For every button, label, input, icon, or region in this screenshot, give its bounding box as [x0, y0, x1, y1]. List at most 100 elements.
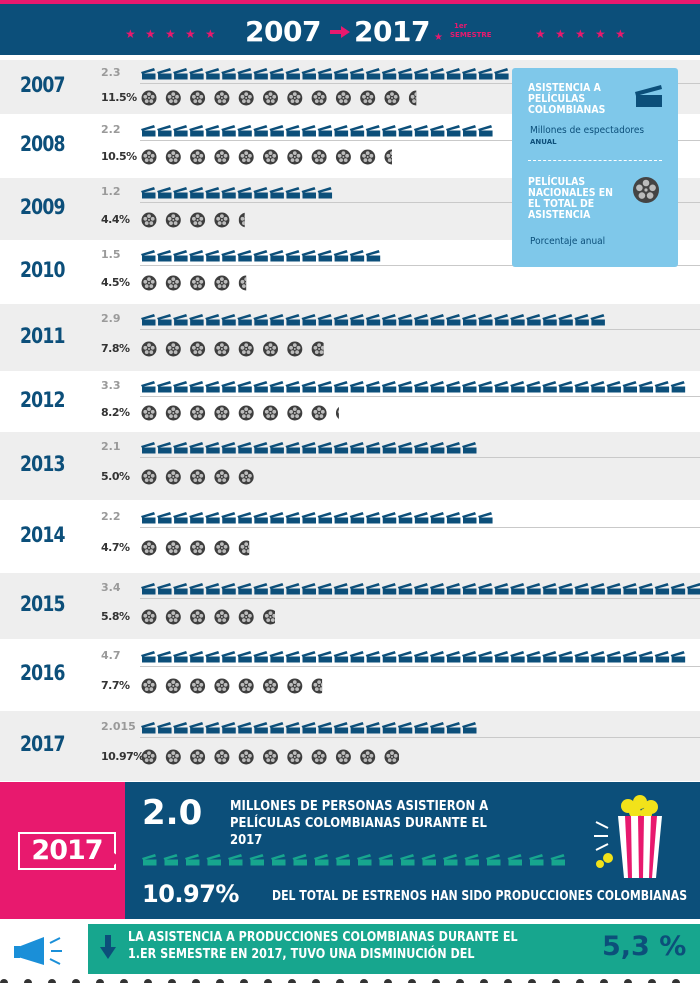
clapperboard-icon [397, 381, 413, 393]
film-reel-icon [384, 749, 400, 765]
row-divider-line [140, 598, 700, 599]
clapperboard-icon [349, 512, 365, 524]
arrow-right-icon [330, 26, 350, 38]
summary-big-value: 2.0 [142, 793, 203, 833]
clapperboard-icon [686, 583, 700, 595]
clapperboard-icon [157, 442, 172, 454]
clapperboard-icon [462, 651, 477, 663]
star-icon: ★ [555, 27, 566, 41]
clapperboard-icon [205, 381, 220, 393]
star-icon: ★ [434, 32, 443, 43]
clapperboard-icon [285, 381, 300, 393]
clapperboard-icon [189, 651, 204, 663]
clapperboard-icon [429, 314, 445, 326]
film-reel-icon [214, 678, 230, 694]
clapperboard-icon [670, 583, 686, 595]
clapperboard-icon [413, 512, 429, 524]
footer-text: LA ASISTENCIA A PRODUCCIONES COLOMBIANAS… [128, 930, 518, 962]
clapperboard-icon [445, 381, 461, 393]
film-reel-icon [360, 90, 376, 106]
attendance-bar [141, 442, 477, 454]
clapperboard-icon [381, 442, 397, 454]
clapperboard-icon [269, 651, 284, 663]
year-label: 2008 [20, 132, 65, 156]
clapperboard-icon [638, 381, 654, 393]
clapperboard-icon [173, 381, 188, 393]
film-reel-icon [141, 469, 157, 485]
clapperboard-icon [378, 854, 393, 866]
share-value-label: 4.5% [101, 276, 130, 289]
star-icon: ★ [615, 27, 626, 41]
film-reel-icon [263, 90, 278, 106]
film-reel-icon [263, 405, 278, 421]
clapperboard-icon [590, 381, 605, 393]
clapperboard-icon [365, 125, 381, 137]
clapperboard-icon [269, 187, 284, 199]
clapperboard-icon [206, 854, 221, 866]
top-accent-line [0, 0, 700, 4]
clapperboard-icon [397, 583, 413, 595]
megaphone-icon [14, 937, 62, 965]
legend-attendance-sub2: ANUAL [530, 138, 557, 146]
film-reel-icon [263, 678, 278, 694]
clapperboard-icon [173, 125, 188, 137]
attendance-bar [141, 381, 686, 393]
clapperboard-icon [237, 125, 252, 137]
clapperboard-icon [349, 250, 365, 262]
clapperboard-icon [558, 314, 573, 326]
clapperboard-icon [413, 651, 429, 663]
clapperboard-icon [237, 187, 252, 199]
clapperboard-icon [429, 442, 445, 454]
header-banner: ★ ★ ★ ★ ★ 2007 2017 ★ 1er SEMESTRE ★ ★ ★… [0, 4, 700, 55]
clapperboard-icon [445, 512, 461, 524]
film-reel-icon [263, 149, 278, 165]
clapperboard-icon [478, 68, 493, 80]
year-label: 2017 [20, 732, 65, 756]
year-label: 2009 [20, 195, 65, 219]
film-reel-icon [287, 341, 303, 357]
film-reel-icon [214, 405, 230, 421]
film-reel-icon [214, 469, 230, 485]
attendance-value-label: 1.5 [101, 248, 121, 261]
film-reel-icon [238, 609, 254, 625]
year-label: 2011 [20, 324, 65, 348]
clapperboard-icon [333, 125, 349, 137]
clapperboard-icon [269, 722, 284, 734]
clapperboard-icon [510, 651, 525, 663]
header-semester-note: 1er SEMESTRE [450, 22, 492, 40]
clapperboard-icon [301, 250, 316, 262]
film-reel-icon [165, 341, 181, 357]
clapperboard-icon [269, 583, 284, 595]
film-reel-icon [190, 149, 206, 165]
film-reel-icon [238, 678, 254, 694]
clapperboard-icon [349, 68, 365, 80]
clapperboard-icon [253, 250, 268, 262]
film-reel-icon [141, 540, 157, 556]
attendance-bar [141, 250, 381, 262]
film-reel-icon [311, 341, 324, 357]
clapperboard-icon [317, 125, 333, 137]
clapperboard-icon [445, 125, 461, 137]
star-icon: ★ [595, 27, 606, 41]
clapperboard-icon [173, 651, 188, 663]
clapperboard-icon [413, 125, 429, 137]
film-reel-icon [190, 469, 206, 485]
share-value-label: 4.4% [101, 213, 130, 226]
clapperboard-icon [381, 314, 397, 326]
clapperboard-icon [141, 314, 156, 326]
header-start-year: 2007 [245, 15, 321, 48]
clapperboard-icon [253, 583, 268, 595]
clapperboard-icon [301, 583, 316, 595]
clapperboard-icon [365, 651, 381, 663]
clapperboard-icon [638, 583, 654, 595]
star-icon: ★ [185, 27, 196, 41]
row-divider-line [140, 666, 700, 667]
film-reel-icon [165, 469, 181, 485]
film-reel-icon [141, 212, 157, 228]
share-value-label: 5.8% [101, 610, 130, 623]
clapperboard-icon [486, 854, 501, 866]
clapperboard-icon [157, 722, 172, 734]
clapperboard-icon [526, 583, 541, 595]
clapperboard-icon [670, 651, 686, 663]
clapperboard-icon [397, 314, 413, 326]
